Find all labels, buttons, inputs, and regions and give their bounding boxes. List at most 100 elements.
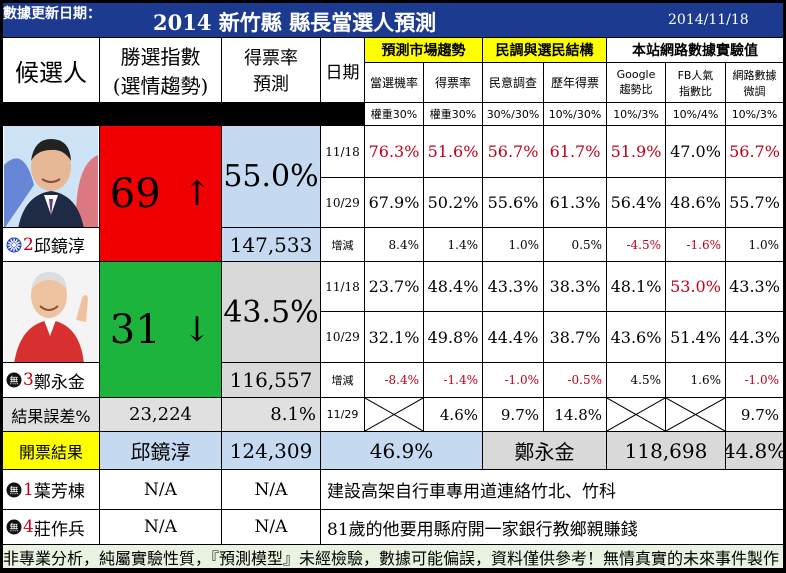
col-label-line2: 微調 — [743, 84, 766, 98]
header-vote-rate-sub: 預測 — [253, 74, 289, 95]
row-value: -1.6% — [666, 228, 725, 261]
candidate-name-cell: 2 邱鏡淳 — [3, 228, 99, 261]
col-label: 網路數據 微調 — [726, 63, 783, 102]
row-value: 47.0% — [666, 126, 725, 177]
error-row-votes: 23,224 — [100, 398, 221, 431]
candidate-photo — [3, 126, 99, 227]
row-value: 51.4% — [666, 312, 725, 362]
row-value: -0.5% — [544, 363, 606, 397]
candidate-name: 鄭永金 — [33, 372, 85, 393]
result-row-label: 開票結果 — [3, 432, 99, 469]
row-value: 38.3% — [544, 262, 606, 311]
footer-disclaimer: 非專業分析，純屬實驗性質，『預測模型』未經檢驗，數據可能偏誤，資料僅供參考！ — [3, 549, 604, 568]
col-label: 得票率 — [424, 63, 482, 102]
win-index-cell: 31 ↓ — [100, 262, 221, 397]
col-weight: 權重30% — [365, 103, 423, 125]
other-win-index: N/A — [100, 470, 221, 509]
other-candidate-note: 81歲的他要用縣府開一家銀行教鄉親賺錢 — [321, 510, 783, 544]
row-date: 10/29 — [321, 312, 364, 362]
col-label-line1: FB人氣 — [677, 68, 714, 82]
empty-cross-cell — [607, 398, 665, 431]
other-candidate-name: 無 4 莊作兵 — [3, 510, 99, 544]
other-vote-rate: N/A — [222, 510, 320, 544]
error-row-value: 14.8% — [544, 398, 606, 431]
result-name-1: 邱鏡淳 — [100, 432, 221, 469]
candidate-portrait-zheng — [4, 262, 98, 362]
svg-text:無: 無 — [9, 484, 18, 496]
header-vote-rate: 得票率 預測 — [222, 38, 320, 102]
error-row-value: 4.6% — [424, 398, 482, 431]
vote-rate-value: 55.0% — [222, 126, 320, 227]
header-win-index-label: 勝選指數 — [120, 45, 201, 69]
row-value: 51.6% — [424, 126, 482, 177]
row-value: 32.1% — [365, 312, 423, 362]
col-label: Google 趨勢比 — [607, 63, 665, 102]
col-label: FB人氣指數比 — [666, 63, 725, 102]
row-value: -1.4% — [424, 363, 482, 397]
row-value: 67.9% — [365, 178, 423, 227]
row-value: 1.6% — [666, 363, 725, 397]
row-value: 43.3% — [483, 262, 543, 311]
win-index-value: 69 — [109, 170, 161, 217]
group-poll: 民調與選民結構 — [483, 38, 606, 62]
page-title: 2014 新竹縣 縣長當選人預測 — [153, 10, 437, 35]
row-value: 61.3% — [544, 178, 606, 227]
row-value: 76.3% — [365, 126, 423, 177]
vote-rate-value: 43.5% — [222, 262, 320, 362]
col-label: 歷年得票 — [544, 63, 606, 102]
row-value: 56.7% — [483, 126, 543, 177]
row-date: 11/18 — [321, 262, 364, 311]
row-date: 11/18 — [321, 126, 364, 177]
svg-text:無: 無 — [9, 522, 18, 534]
svg-text:無: 無 — [9, 375, 18, 387]
candidate-number: 2 — [23, 234, 34, 255]
result-votes-2: 118,698 — [607, 432, 725, 469]
row-value: 44.3% — [726, 312, 783, 362]
error-row-rate: 8.1% — [222, 398, 320, 431]
win-index-value: 31 — [109, 306, 161, 353]
col-weight: 10%/3% — [726, 103, 783, 125]
row-value: 43.6% — [607, 312, 665, 362]
kmt-emblem-icon — [6, 237, 22, 252]
error-row-value: 9.7% — [483, 398, 543, 431]
candidate-name: 邱鏡淳 — [33, 237, 85, 257]
empty-cross-cell — [365, 398, 423, 431]
candidate-photo — [3, 262, 99, 362]
group-web: 本站網路數據實驗值 — [607, 38, 783, 62]
row-date: 10/29 — [321, 178, 364, 227]
result-rate-1: 46.9% — [321, 432, 482, 469]
header-win-index: 勝選指數 (選情趨勢) — [100, 38, 221, 102]
row-value: 48.4% — [424, 262, 482, 311]
update-label: 數據更新日期： — [3, 6, 101, 22]
col-label: 民意調查 — [483, 63, 543, 102]
group-market: 預測市場趨勢 — [365, 38, 482, 62]
row-value: 1.0% — [483, 228, 543, 261]
result-votes-1: 124,309 — [222, 432, 320, 469]
update-date: 2014/11/18 — [668, 12, 749, 28]
col-weight: 10%/3% — [607, 103, 665, 125]
row-value: 48.6% — [666, 178, 725, 227]
col-label-line1: 網路數據 — [732, 68, 777, 82]
col-label-line2: 趨勢比 — [619, 83, 653, 96]
row-value: 55.7% — [726, 178, 783, 227]
col-weight: 30%/30% — [483, 103, 543, 125]
other-candidate-name: 無 1 葉芳棟 — [3, 470, 99, 509]
error-row-label: 結果誤差% — [3, 398, 99, 431]
row-value: 49.8% — [424, 312, 482, 362]
trend-arrow-icon: ↑ — [182, 173, 212, 214]
row-value: 56.4% — [607, 178, 665, 227]
row-value: 50.2% — [424, 178, 482, 227]
row-value: 61.7% — [544, 126, 606, 177]
trend-arrow-icon: ↓ — [182, 309, 212, 350]
header-win-index-sub: (選情趨勢) — [112, 74, 209, 98]
error-row-date: 11/29 — [321, 398, 364, 431]
other-candidate-label: 葉芳棟 — [33, 482, 85, 502]
footer: 非專業分析，純屬實驗性質，『預測模型』未經檢驗，數據可能偏誤，資料僅供參考！無情… — [3, 545, 783, 568]
row-value: 55.6% — [483, 178, 543, 227]
col-label-line2: 指數比 — [679, 84, 712, 98]
row-value: -4.5% — [607, 228, 665, 261]
independent-emblem-icon: 無 — [6, 482, 22, 497]
candidate-portrait-qiu — [4, 126, 98, 227]
other-candidate-label: 莊作兵 — [33, 519, 85, 540]
row-value: 23.7% — [365, 262, 423, 311]
